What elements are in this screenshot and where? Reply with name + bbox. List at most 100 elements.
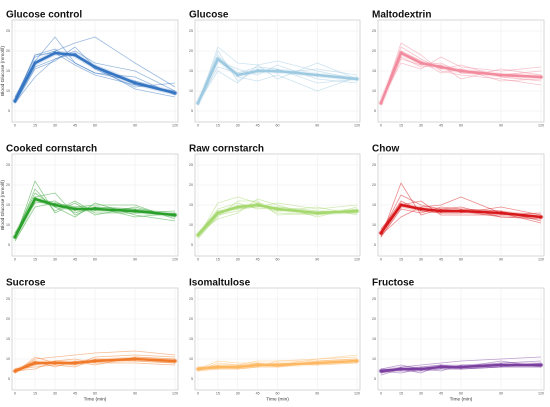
x-tick-label: 60 (93, 258, 97, 262)
individual-series-line (14, 48, 176, 100)
chart-panel: Isomaltulose 0 15 30 45 60 90 120 5 10 15 20 25 Time … (189, 277, 361, 403)
individual-series-line (14, 50, 176, 104)
mean-point (93, 359, 97, 363)
individual-series-line (14, 356, 176, 372)
individual-series-line (197, 202, 358, 234)
x-tick-label: 90 (499, 258, 503, 262)
mean-point (459, 365, 463, 369)
y-tick-label: 20 (6, 49, 10, 53)
x-tick-label: 45 (439, 258, 443, 262)
mean-point (173, 213, 177, 217)
x-tick-label: 30 (236, 392, 240, 396)
y-tick-label: 10 (189, 223, 193, 227)
panel-title: Sucrose (6, 277, 46, 288)
x-tick-label: 60 (93, 124, 97, 128)
mean-point (355, 359, 359, 363)
x-tick-label: 30 (419, 258, 423, 262)
mean-point (315, 361, 319, 365)
mean-point (53, 51, 57, 55)
mean-point (539, 75, 543, 79)
x-tick-label: 60 (276, 392, 280, 396)
mean-point (499, 363, 503, 367)
mean-point (315, 73, 319, 77)
individual-series-line (197, 202, 358, 240)
mean-point (73, 207, 77, 211)
mean-point (133, 81, 137, 85)
mean-point (196, 367, 200, 371)
mean-point (256, 69, 260, 73)
x-tick-label: 15 (399, 258, 403, 262)
individual-series-line (14, 200, 176, 234)
x-tick-label: 90 (133, 124, 137, 128)
chart-panel: Chow 0 15 30 45 60 90 120 5 10 15 20 25 (372, 143, 545, 262)
y-tick-label: 20 (6, 317, 10, 321)
x-tick-label: 90 (499, 124, 503, 128)
x-tick-label: 15 (216, 258, 220, 262)
x-tick-label: 15 (216, 392, 220, 396)
mean-point (499, 211, 503, 215)
x-tick-label: 15 (399, 392, 403, 396)
x-tick-label: 60 (276, 258, 280, 262)
mean-point (399, 203, 403, 207)
individual-series-line (14, 46, 176, 104)
individual-series-line (14, 36, 176, 100)
y-tick-label: 15 (189, 337, 193, 341)
panel-title: Glucose control (6, 9, 82, 20)
x-tick-label: 45 (73, 258, 77, 262)
individual-series-line (197, 202, 358, 236)
individual-series-line (197, 198, 358, 234)
x-axis-title: Time (min) (266, 397, 289, 403)
individual-series-line (14, 192, 176, 236)
mean-point (379, 369, 383, 373)
mean-point (93, 207, 97, 211)
y-tick-label: 15 (189, 203, 193, 207)
mean-point (355, 77, 359, 81)
x-tick-label: 120 (354, 124, 360, 128)
y-tick-label: 25 (189, 163, 193, 167)
chart-panel: Glucose 0 15 30 45 60 90 120 5 10 15 20 25 (189, 9, 361, 128)
x-tick-label: 60 (459, 392, 463, 396)
y-tick-label: 5 (191, 109, 193, 113)
mean-point (196, 101, 200, 105)
mean-point (315, 211, 319, 215)
x-tick-label: 90 (133, 392, 137, 396)
x-tick-label: 30 (419, 124, 423, 128)
x-tick-label: 120 (538, 392, 544, 396)
y-tick-label: 25 (372, 29, 376, 33)
x-tick-label: 0 (14, 124, 16, 128)
mean-point (419, 367, 423, 371)
x-tick-label: 120 (354, 392, 360, 396)
individual-series-line (14, 188, 176, 238)
x-tick-label: 0 (380, 258, 382, 262)
y-tick-label: 25 (372, 163, 376, 167)
x-tick-label: 0 (380, 124, 382, 128)
x-tick-label: 120 (538, 258, 544, 262)
y-tick-label: 20 (189, 183, 193, 187)
individual-series-line (14, 350, 176, 374)
mean-point (439, 209, 443, 213)
individual-series-line (380, 46, 542, 106)
panel-title: Cooked cornstarch (6, 143, 97, 154)
y-tick-label: 15 (189, 69, 193, 73)
individual-series-line (14, 202, 176, 242)
individual-series-line (380, 356, 542, 374)
x-tick-label: 0 (14, 258, 16, 262)
y-tick-label: 20 (372, 183, 376, 187)
mean-point (419, 207, 423, 211)
x-tick-label: 120 (172, 258, 178, 262)
individual-series-line (380, 42, 542, 106)
chart-panel: Sucrose 0 15 30 45 60 90 120 5 10 15 20 25 Time (min) (6, 277, 179, 403)
x-tick-label: 0 (197, 258, 199, 262)
y-tick-label: 25 (6, 163, 10, 167)
mean-point (379, 101, 383, 105)
mean-point (459, 69, 463, 73)
x-tick-label: 90 (315, 124, 319, 128)
mean-point (539, 363, 543, 367)
panel-title: Raw cornstarch (189, 143, 264, 154)
mean-point (275, 207, 280, 211)
x-tick-label: 30 (236, 258, 240, 262)
mean-point (439, 65, 443, 69)
y-tick-label: 20 (372, 317, 376, 321)
y-tick-label: 10 (372, 357, 376, 361)
y-tick-label: 5 (374, 243, 376, 247)
